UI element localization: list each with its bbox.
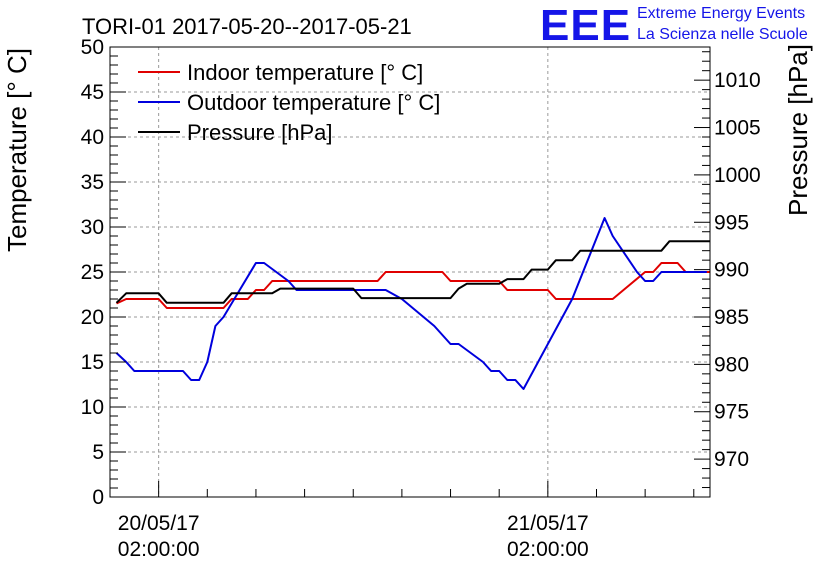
left-tick-label: 50 bbox=[81, 36, 104, 59]
series-line-1 bbox=[116, 262, 710, 309]
eee-logo-line2: La Scienza nelle Scuole bbox=[637, 26, 808, 43]
series-line-3 bbox=[115, 240, 710, 304]
chart-title: TORI-01 2017-05-20--2017-05-21 bbox=[82, 14, 412, 39]
eee-logo: EEE Extreme Energy Events La Scienza nel… bbox=[540, 1, 808, 50]
left-tick-label: 10 bbox=[81, 396, 104, 419]
x-tick-label-time: 02:00:00 bbox=[507, 538, 589, 561]
right-tick-label: 1000 bbox=[714, 164, 761, 187]
series-layer bbox=[115, 217, 710, 390]
legend-label-3: Pressure [hPa] bbox=[187, 120, 333, 145]
x-tick-label-time: 02:00:00 bbox=[118, 538, 200, 561]
legend-label-2: Outdoor temperature [° C] bbox=[187, 90, 440, 115]
eee-logo-letters: EEE bbox=[540, 1, 631, 50]
left-axis-label: Temperature [° C] bbox=[2, 48, 32, 252]
right-tick-label: 990 bbox=[714, 259, 749, 282]
right-tick-label: 1010 bbox=[714, 69, 761, 92]
grid-lines bbox=[110, 47, 710, 497]
left-tick-label: 45 bbox=[81, 81, 104, 104]
right-tick-label: 1005 bbox=[714, 117, 761, 140]
left-tick-label: 15 bbox=[81, 351, 104, 374]
legend: Indoor temperature [° C] Outdoor temperat… bbox=[138, 60, 440, 145]
x-tick-label-date: 20/05/17 bbox=[118, 512, 200, 535]
series-line-2 bbox=[115, 217, 707, 390]
legend-label-1: Indoor temperature [° C] bbox=[187, 60, 423, 85]
left-tick-label: 35 bbox=[81, 171, 104, 194]
left-tick-label: 25 bbox=[81, 261, 104, 284]
x-tick-label-date: 21/05/17 bbox=[507, 512, 589, 535]
right-tick-label: 985 bbox=[714, 306, 749, 329]
left-tick-label: 0 bbox=[92, 486, 104, 509]
eee-logo-line1: Extreme Energy Events bbox=[637, 5, 805, 22]
left-tick-label: 20 bbox=[81, 306, 104, 329]
right-tick-label: 975 bbox=[714, 401, 749, 424]
right-axis-label: Pressure [hPa] bbox=[783, 44, 813, 216]
left-tick-label: 5 bbox=[92, 441, 104, 464]
left-tick-label: 40 bbox=[81, 126, 104, 149]
right-tick-label: 980 bbox=[714, 353, 749, 376]
axes: 0 5 10 15 20 25 30 35 40 45 50 970 975 980 985 990 995 10… bbox=[81, 36, 761, 561]
right-tick-label: 970 bbox=[714, 448, 749, 471]
left-tick-label: 30 bbox=[81, 216, 104, 239]
right-tick-label: 995 bbox=[714, 211, 749, 234]
